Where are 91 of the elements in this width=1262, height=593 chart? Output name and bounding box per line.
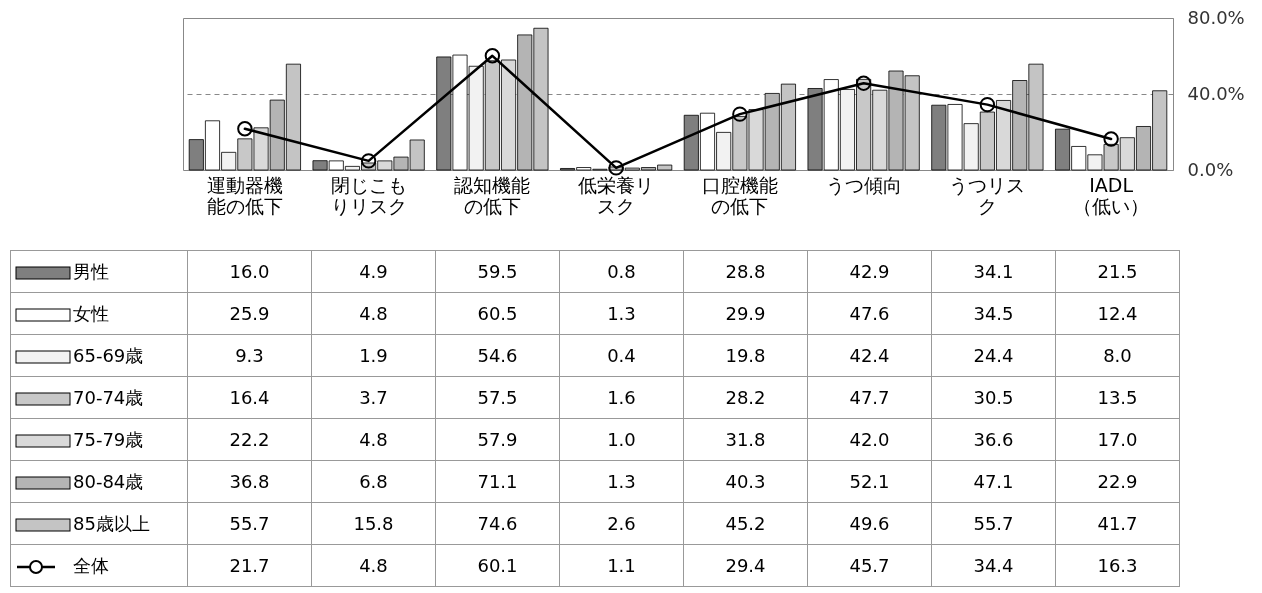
data-label: 45.7 <box>807 544 932 587</box>
point <box>608 160 624 176</box>
data-label: 4.8 <box>311 292 436 335</box>
legend-label: 男性 <box>73 260 109 282</box>
data-label: 12.4 <box>1055 292 1180 335</box>
data-label: 2.6 <box>559 502 684 545</box>
data-label: 36.8 <box>187 460 312 503</box>
data-label: 47.1 <box>931 460 1056 503</box>
data-label: 42.4 <box>807 334 932 377</box>
data-label: 1.3 <box>559 292 684 335</box>
data-label: 57.9 <box>435 418 560 461</box>
data-label: 17.0 <box>1055 418 1180 461</box>
data-label: 47.6 <box>807 292 932 335</box>
legend-label: 70-74歳 <box>73 386 144 408</box>
data-label: 25.9 <box>187 292 312 335</box>
y-tick-label: 40.0% <box>1187 82 1245 104</box>
x-tick-label: 運動器機能の低下 <box>206 173 283 217</box>
data-label: 1.1 <box>559 544 684 587</box>
data-label: 4.8 <box>311 544 436 587</box>
data-label: 57.5 <box>435 376 560 419</box>
data-label: 22.9 <box>1055 460 1180 503</box>
x-tick-label: 認知機能の低下 <box>454 173 531 217</box>
data-label: 36.6 <box>931 418 1056 461</box>
data-label: 22.2 <box>187 418 312 461</box>
data-label: 4.9 <box>311 250 436 293</box>
data-label: 45.2 <box>683 502 808 545</box>
data-label: 42.9 <box>807 250 932 293</box>
data-label: 21.5 <box>1055 250 1180 293</box>
data-label: 41.7 <box>1055 502 1180 545</box>
point <box>855 75 872 91</box>
data-label: 13.5 <box>1055 376 1180 419</box>
data-label: 60.1 <box>435 544 560 587</box>
point <box>732 106 748 122</box>
y-tick-label: 80.0% <box>1187 6 1245 28</box>
data-label: 30.5 <box>931 376 1056 419</box>
data-label: 55.7 <box>931 502 1056 545</box>
data-label: 42.0 <box>807 418 932 461</box>
data-label: 55.7 <box>187 502 312 545</box>
data-label: 16.0 <box>187 250 312 293</box>
legend-label: 65-69歳 <box>73 344 144 366</box>
legend-label: 女性 <box>73 302 109 324</box>
data-label: 15.8 <box>311 502 436 545</box>
data-label: 6.8 <box>311 460 436 503</box>
legend-label: 全体 <box>73 554 109 576</box>
data-label: 1.0 <box>559 418 684 461</box>
point <box>237 121 253 137</box>
data-label: 29.4 <box>683 544 808 587</box>
data-label: 8.0 <box>1055 334 1180 377</box>
data-label: 28.8 <box>683 250 808 293</box>
data-label: 28.2 <box>683 376 808 419</box>
x-tick-label: 低栄養リスク <box>578 173 655 217</box>
x-tick-label: うつリスク <box>949 173 1026 217</box>
data-label: 49.6 <box>807 502 932 545</box>
data-label: 52.1 <box>807 460 932 503</box>
x-tick-label: IADL（低い） <box>1073 173 1150 217</box>
legend-label: 85歳以上 <box>73 512 150 534</box>
data-label: 9.3 <box>187 334 312 377</box>
point <box>1103 131 1119 147</box>
data-label: 60.5 <box>435 292 560 335</box>
x-tick-label: 口腔機能の低下 <box>701 173 778 217</box>
data-label: 16.3 <box>1055 544 1180 587</box>
x-tick-label: うつ傾向 <box>825 173 902 196</box>
data-label: 31.8 <box>683 418 808 461</box>
x-tick-label: 閉じこもりリスク <box>330 173 407 217</box>
data-label: 21.7 <box>187 544 312 587</box>
point <box>484 48 501 64</box>
data-label: 24.4 <box>931 334 1056 377</box>
point <box>360 153 377 169</box>
data-label: 1.9 <box>311 334 436 377</box>
point <box>979 96 996 113</box>
data-label: 74.6 <box>435 502 560 545</box>
legend-label: 80-84歳 <box>73 470 144 492</box>
data-label: 47.7 <box>807 376 932 419</box>
legend-label: 75-79歳 <box>73 428 144 450</box>
data-label: 40.3 <box>683 460 808 503</box>
data-label: 19.8 <box>683 334 808 377</box>
data-label: 34.5 <box>931 292 1056 335</box>
data-label: 29.9 <box>683 292 808 335</box>
data-label: 34.1 <box>931 250 1056 293</box>
data-label: 0.8 <box>559 250 684 293</box>
y-tick-label: 0.0% <box>1187 158 1234 180</box>
data-label: 3.7 <box>311 376 436 419</box>
data-label: 54.6 <box>435 334 560 377</box>
data-label: 34.4 <box>931 544 1056 587</box>
data-label: 0.4 <box>559 334 684 377</box>
data-label: 71.1 <box>435 460 560 503</box>
data-label: 16.4 <box>187 376 312 419</box>
data-label: 1.6 <box>559 376 684 419</box>
data-label: 59.5 <box>435 250 560 293</box>
data-label: 1.3 <box>559 460 684 503</box>
data-label: 4.8 <box>311 418 436 461</box>
